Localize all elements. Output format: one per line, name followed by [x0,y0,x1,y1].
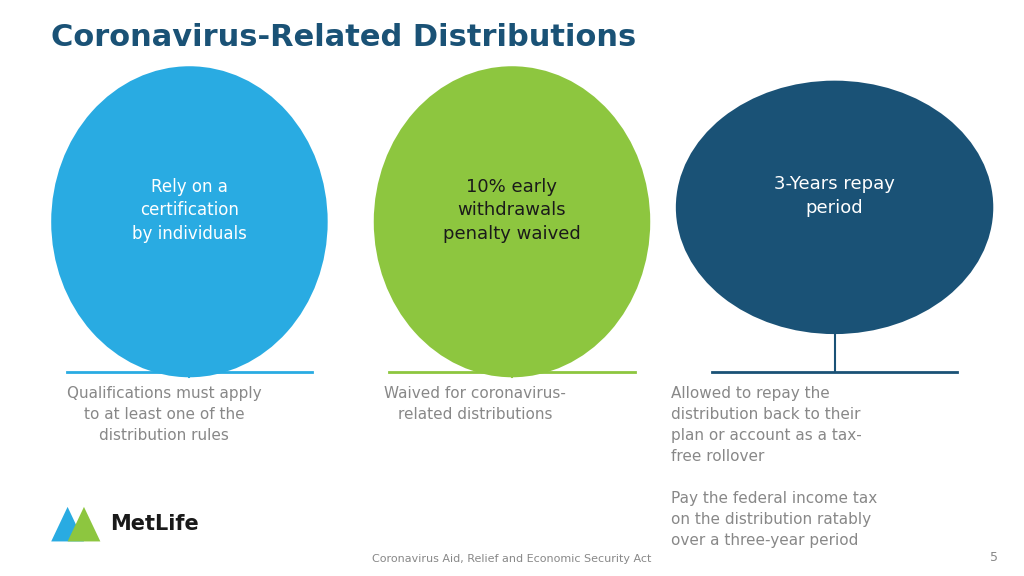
Text: Allowed to repay the
distribution back to their
plan or account as a tax-
free r: Allowed to repay the distribution back t… [671,386,877,548]
Ellipse shape [51,66,328,377]
Text: 10% early
withdrawals
penalty waived: 10% early withdrawals penalty waived [443,177,581,243]
Polygon shape [51,507,84,541]
Text: 3-Years repay
period: 3-Years repay period [774,175,895,217]
Text: Rely on a
certification
by individuals: Rely on a certification by individuals [132,177,247,243]
Text: Qualifications must apply
to at least one of the
distribution rules: Qualifications must apply to at least on… [67,386,261,443]
Ellipse shape [676,81,993,334]
Text: Coronavirus Aid, Relief and Economic Security Act: Coronavirus Aid, Relief and Economic Sec… [373,555,651,564]
Text: 5: 5 [990,551,998,564]
Text: MetLife: MetLife [111,514,199,534]
Text: Coronavirus-Related Distributions: Coronavirus-Related Distributions [51,23,637,52]
Polygon shape [68,507,100,541]
Ellipse shape [374,66,650,377]
Text: Waived for coronavirus-
related distributions: Waived for coronavirus- related distribu… [384,386,566,422]
